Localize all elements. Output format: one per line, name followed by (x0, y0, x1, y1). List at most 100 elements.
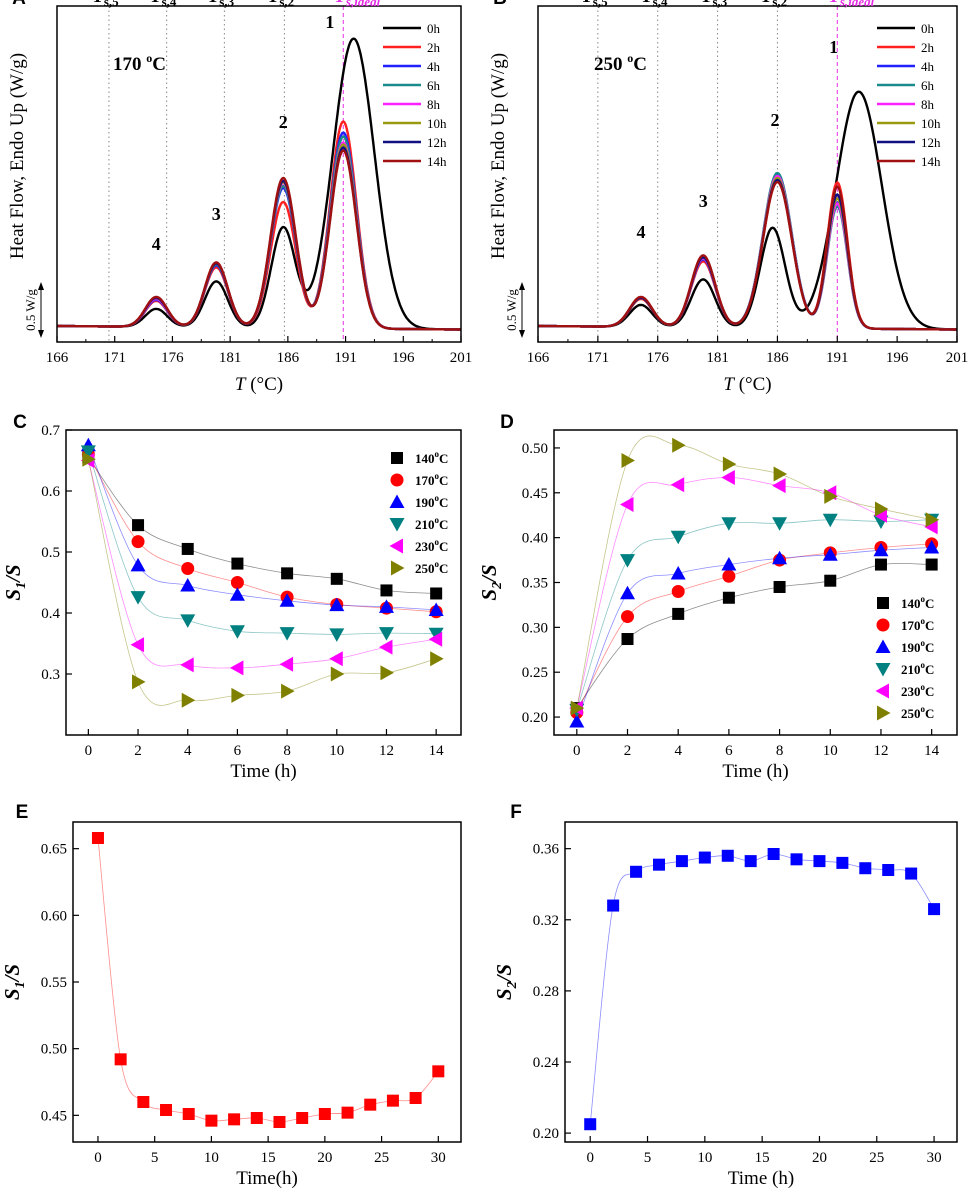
ts-ideal-label: Ts,ideal (828, 0, 874, 9)
x-tick-label: 181 (706, 350, 729, 366)
data-point (432, 1065, 444, 1077)
peak-label-4: 4 (152, 234, 161, 254)
x-tick-label: 30 (927, 1150, 942, 1166)
data-point (875, 559, 887, 571)
x-tick-label: 20 (317, 1150, 332, 1166)
data-point (620, 554, 635, 568)
y-tick-label: 0.45 (522, 486, 548, 502)
legend-label-14h: 14h (921, 154, 941, 169)
panel-letter: C (13, 412, 27, 433)
data-point (430, 651, 444, 666)
data-point (410, 1092, 422, 1104)
data-point (280, 627, 295, 641)
legend-label-10h: 10h (921, 116, 941, 131)
data-point (723, 592, 735, 604)
panel-b: 166 171 176 181 186 191 196 201T (°C)Heat Flow,… (488, 0, 968, 395)
x-tick-label: 6 (234, 743, 242, 759)
legend-marker (391, 474, 404, 487)
data-point (882, 864, 894, 876)
x-tick-label: 15 (755, 1150, 770, 1166)
data-point (699, 852, 711, 864)
data-point (331, 573, 343, 585)
x-tick-label: 20 (812, 1150, 827, 1166)
legend-label: 250oC (901, 704, 934, 721)
data-point (281, 684, 295, 699)
x-tick-label: 0 (85, 743, 93, 759)
x-axis-label: Time (h) (230, 761, 296, 782)
data-point (745, 855, 757, 867)
x-tick-label: 196 (392, 350, 415, 366)
curve-0h (57, 39, 461, 330)
y-tick-label: 0.36 (533, 842, 560, 858)
panel-letter: B (493, 0, 507, 9)
data-point (251, 1112, 263, 1124)
legend-label: 170oC (415, 471, 448, 488)
ts-label: Ts,5 (580, 0, 608, 9)
legend-label-14h: 14h (427, 154, 447, 169)
data-point (329, 628, 344, 642)
ts-label: Ts,4 (640, 0, 668, 9)
data-point (824, 575, 836, 587)
x-tick-label: 25 (374, 1150, 389, 1166)
data-point (331, 667, 345, 682)
x-tick-label: 171 (587, 350, 610, 366)
y-tick-label: 0.65 (41, 842, 67, 858)
y-tick-label: 0.20 (522, 710, 548, 726)
scale-bar-label: 0.5 W/g (504, 289, 519, 331)
data-point (182, 543, 194, 555)
x-tick-label: 196 (886, 350, 909, 366)
data-point (380, 665, 394, 680)
legend-label-10h: 10h (427, 116, 447, 131)
data-point (722, 850, 734, 862)
ts-ideal-label: Ts,ideal (334, 0, 380, 9)
x-tick-label: 186 (766, 350, 789, 366)
y-tick-label: 0.28 (533, 984, 559, 1000)
data-point (430, 587, 442, 599)
curve-2h (57, 122, 461, 330)
legend-label-8h: 8h (427, 97, 441, 112)
x-tick-label: 8 (283, 743, 291, 759)
legend-marker (877, 619, 890, 632)
data-point (342, 1107, 354, 1119)
data-point (607, 900, 619, 912)
legend-marker (876, 684, 890, 699)
data-point (620, 497, 634, 512)
y-axis-label: S1/S (1, 564, 29, 600)
data-point (772, 517, 787, 531)
y-axis-label: S2/S (492, 964, 520, 1000)
panel-d: 0 2 4 6 8 10 12 140.200.250.300.350.400.450.50T… (477, 412, 957, 782)
data-point (131, 637, 145, 652)
fit-curve-0 (98, 838, 438, 1122)
data-point (905, 868, 917, 880)
y-tick-label: 0.30 (522, 620, 548, 636)
legend-label-0h: 0h (921, 21, 935, 36)
x-tick-label: 181 (219, 350, 242, 366)
data-point (928, 903, 940, 915)
y-tick-label: 0.40 (522, 531, 548, 547)
x-tick-label: 0 (94, 1150, 102, 1166)
x-tick-label: 8 (776, 743, 784, 759)
y-tick-label: 0.20 (533, 1126, 559, 1142)
legend-label: 170oC (901, 616, 934, 633)
peak-label-1: 1 (829, 37, 838, 57)
panel-f: 0 5 10 15 20 25 30 0.20 0.24 0.28 0.32 0.36 Time (h)… (492, 802, 957, 1189)
y-tick-label: 0.5 (41, 545, 60, 561)
y-axis-label: S2/S (477, 564, 505, 600)
data-point (721, 470, 735, 485)
data-point (160, 1104, 172, 1116)
data-point (620, 586, 635, 600)
data-point (859, 862, 871, 874)
data-point (671, 531, 686, 545)
data-point (584, 1118, 596, 1130)
data-point (231, 688, 245, 703)
data-point (722, 570, 735, 583)
legend-label-4h: 4h (921, 59, 935, 74)
y-axis-label: Heat Flow, Endo Up (W/g) (7, 53, 28, 259)
x-tick-label: 176 (161, 350, 184, 366)
data-point (926, 559, 938, 571)
x-tick-label: 12 (379, 743, 394, 759)
legend-label-12h: 12h (921, 135, 941, 150)
data-point (296, 1112, 308, 1124)
scale-bar-label: 0.5 W/g (23, 289, 38, 331)
data-point (137, 1096, 149, 1108)
